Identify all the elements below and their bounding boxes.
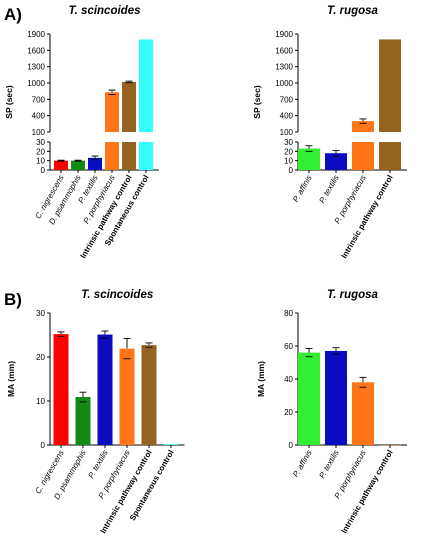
y-tick-label: 1000: [27, 79, 45, 88]
bar: [53, 334, 69, 445]
panel-label-b: B): [4, 290, 22, 309]
x-category-label: P. textilis: [317, 449, 340, 480]
y-tick-label: 20: [36, 147, 45, 156]
bar: [163, 444, 179, 445]
y-axis-label: SP (sec): [4, 85, 14, 119]
y-tick-label: 0: [41, 441, 46, 450]
x-category-label: P. affinis: [291, 174, 314, 204]
x-category-label: P. textilis: [86, 449, 109, 480]
bar-lower-segment: [122, 142, 136, 170]
y-tick-label: 0: [289, 441, 294, 450]
y-tick-label: 40: [284, 375, 293, 384]
y-tick-label: 20: [284, 147, 293, 156]
y-tick-label: 1900: [275, 30, 293, 39]
x-category-label: P. textilis: [317, 174, 340, 205]
y-tick-label: 1000: [275, 79, 293, 88]
y-tick-label: 0: [289, 166, 294, 175]
y-axis-label: MA (mm): [6, 361, 16, 397]
bar: [379, 39, 401, 132]
chart-title: T. scincoides: [81, 289, 153, 301]
y-tick-label: 700: [32, 95, 46, 104]
bar: [141, 345, 157, 445]
bar-lower-segment: [379, 142, 401, 170]
bar: [54, 160, 68, 170]
bar: [139, 39, 153, 132]
chart-title: T. rugosa: [327, 5, 379, 17]
x-category-label: P. affinis: [291, 449, 314, 479]
bar: [325, 350, 347, 445]
y-tick-label: 10: [284, 157, 293, 166]
x-category-label: Intrinsic pathway control: [340, 449, 395, 536]
bar: [119, 348, 135, 445]
bar: [352, 121, 374, 132]
chart-b-rugosa: T. rugosa MA (mm) 0 20 40 60 80 P. affinis P. te…: [256, 289, 407, 535]
x-category-label: Spontaneous control: [128, 449, 176, 523]
y-tick-label: 100: [32, 128, 46, 137]
bar-lower-segment: [105, 142, 119, 170]
y-tick-label: 30: [36, 138, 45, 147]
x-category-label: Intrinsic pathway control: [340, 174, 395, 261]
bar: [71, 160, 85, 170]
y-tick-label: 400: [32, 112, 46, 121]
y-axis-label: MA (mm): [256, 361, 266, 397]
y-tick-label: 1600: [27, 46, 45, 55]
y-tick-label: 30: [284, 138, 293, 147]
bar: [97, 334, 113, 445]
y-tick-label: 100: [280, 128, 294, 137]
y-tick-label: 30: [36, 309, 45, 318]
y-tick-label: 60: [284, 342, 293, 351]
y-tick-label: 1900: [27, 30, 45, 39]
y-tick-label: 10: [36, 157, 45, 166]
y-tick-label: 20: [36, 353, 45, 362]
y-tick-label: 20: [284, 408, 293, 417]
bar: [298, 352, 320, 445]
bar: [325, 153, 347, 170]
y-tick-label: 80: [284, 309, 293, 318]
y-tick-label: 1300: [27, 63, 45, 72]
bar: [88, 157, 102, 170]
bar: [75, 397, 91, 445]
bar-lower-segment: [352, 142, 374, 170]
panel-label-a: A): [4, 5, 22, 24]
bar: [298, 148, 320, 170]
y-axis-label: SP (sec): [252, 85, 262, 119]
y-tick-label: 700: [280, 95, 294, 104]
bar: [352, 382, 374, 445]
bar: [122, 81, 136, 132]
y-tick-label: 1300: [275, 63, 293, 72]
y-tick-label: 0: [41, 166, 46, 175]
chart-title: T. scincoides: [68, 5, 140, 17]
bar-lower-segment: [139, 142, 153, 170]
bar: [105, 92, 119, 132]
chart-title: T. rugosa: [327, 289, 379, 301]
y-tick-label: 1600: [275, 46, 293, 55]
y-tick-label: 10: [36, 397, 45, 406]
y-tick-label: 400: [280, 112, 294, 121]
